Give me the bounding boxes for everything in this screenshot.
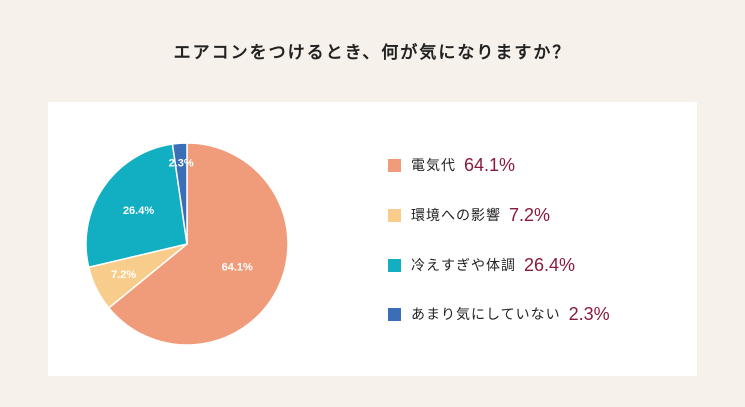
pie-chart: 64.1% 7.2% 26.4% 2.3% <box>85 142 289 346</box>
legend-value-environment: 7.2% <box>509 204 551 225</box>
pie-slice-overcooling <box>85 143 188 269</box>
legend-swatch-overcooling <box>388 258 401 272</box>
pie-label-overcooling: 26.4% <box>123 205 154 217</box>
chart-title: エアコンをつけるとき、何が気になりますか？ <box>173 43 572 63</box>
pie-label-environment: 7.2% <box>111 269 136 281</box>
legend-item-overcooling: 冷えすぎや体調 26.4% <box>388 252 575 278</box>
legend: 電気代 64.1% 環境への影響 7.2% 冷えすぎや体調 26.4% あまり気… <box>388 102 688 376</box>
legend-item-not-concerned: あまり気にしていない 2.3% <box>388 301 610 327</box>
legend-value-not-concerned: 2.3% <box>568 303 610 324</box>
pie-slice-electricity <box>107 142 289 346</box>
legend-label-environment: 環境への影響 <box>411 208 501 224</box>
legend-value-electricity: 64.1% <box>464 154 516 175</box>
chart-panel: 64.1% 7.2% 26.4% 2.3% 電気代 64.1% 環境への影響 7.2%… <box>48 102 697 376</box>
legend-swatch-not-concerned <box>388 307 401 321</box>
pie-label-electricity: 64.1% <box>222 262 253 274</box>
legend-item-environment: 環境への影響 7.2% <box>388 202 550 228</box>
legend-swatch-electricity <box>388 158 401 172</box>
legend-swatch-environment <box>388 208 401 222</box>
pie-label-not-concerned: 2.3% <box>169 157 194 169</box>
legend-value-overcooling: 26.4% <box>524 254 576 275</box>
legend-label-electricity: 電気代 <box>411 158 456 174</box>
legend-label-overcooling: 冷えすぎや体調 <box>411 258 516 274</box>
pie-slice-not-concerned <box>171 142 188 245</box>
legend-label-not-concerned: あまり気にしていない <box>411 307 561 323</box>
legend-item-electricity: 電気代 64.1% <box>388 152 515 178</box>
